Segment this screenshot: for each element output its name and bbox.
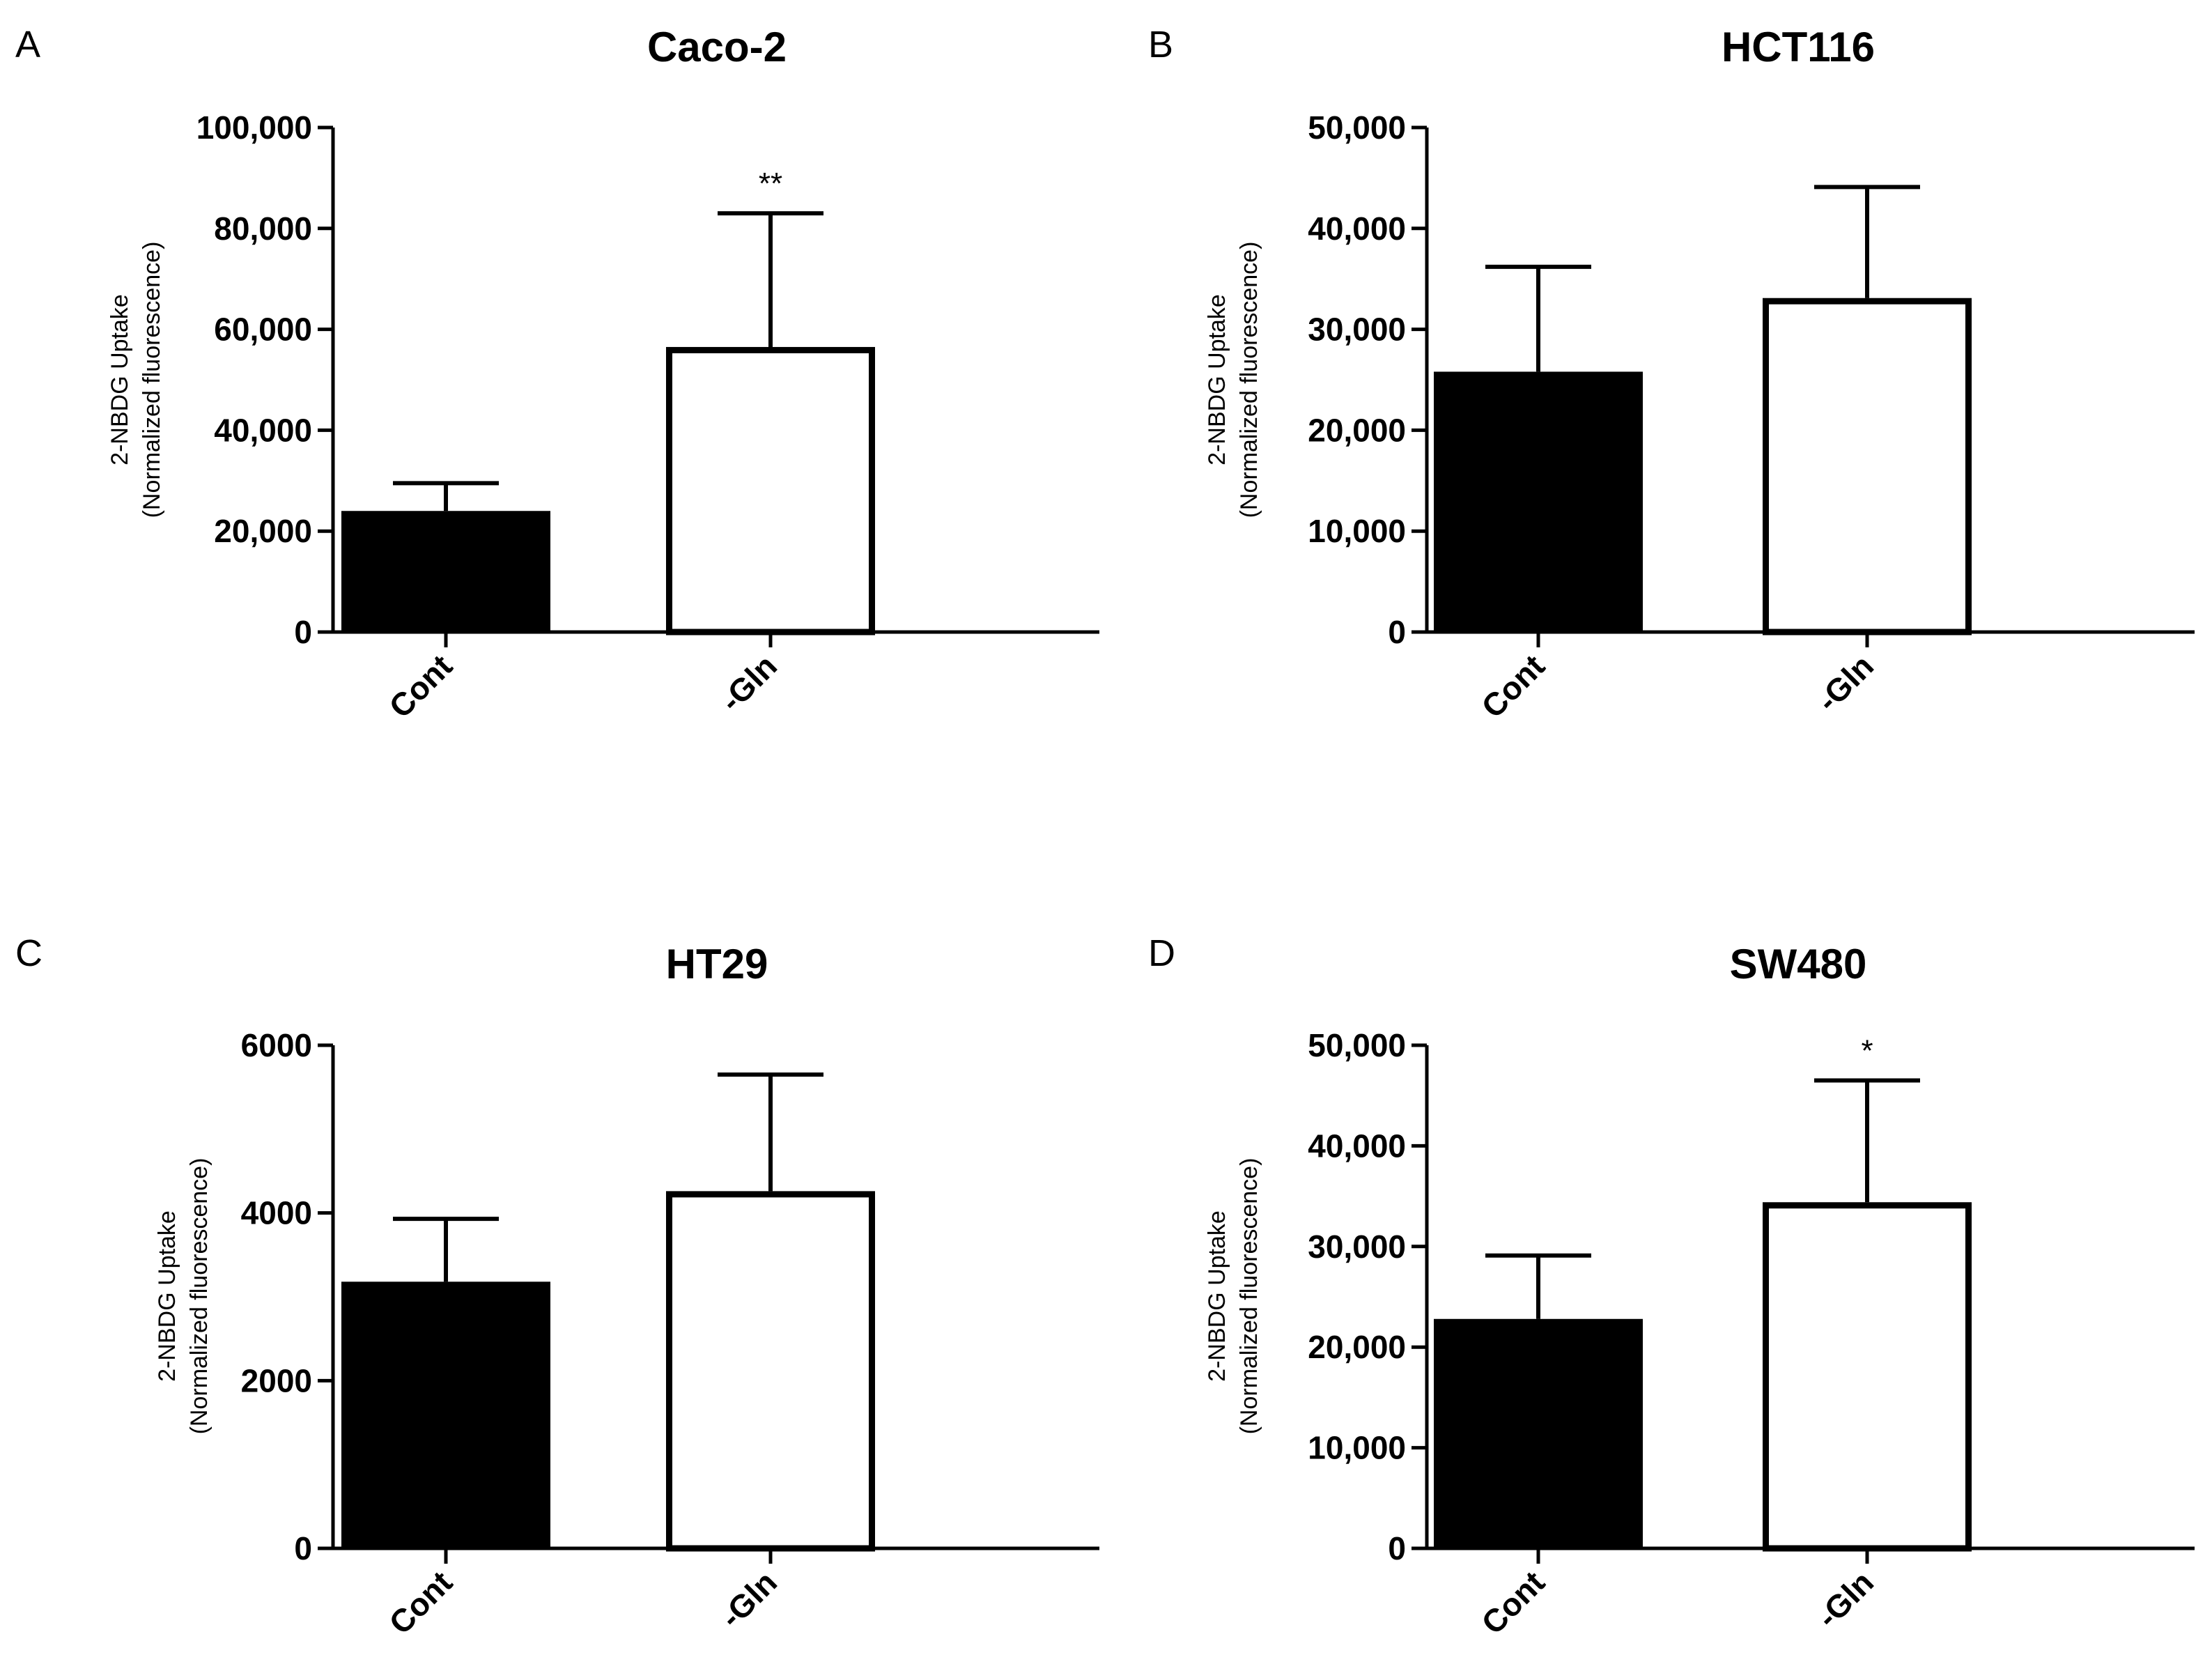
y-axis-label: 2-NBDG Uptake	[154, 1210, 180, 1382]
bar-gln	[666, 346, 875, 636]
x-tick-label: -Gln	[713, 1564, 784, 1635]
chart-title: Caco-2	[647, 24, 787, 70]
bar-gln	[1763, 1202, 1972, 1552]
chart-panel-d: D SW480 2-NBDG Uptake (Normalized fluoresce…	[1148, 932, 2195, 1641]
x-tick-label: -Gln	[1809, 1564, 1880, 1635]
bar-cont	[1434, 371, 1643, 632]
chart-title: HT29	[666, 941, 768, 987]
y-tick-label: 0	[1388, 614, 1406, 650]
y-axis-label-units: (Normalized fluorescence)	[139, 242, 165, 518]
x-tick-label: Cont	[1474, 647, 1552, 725]
y-tick-label: 100,000	[196, 109, 312, 146]
y-tick-label: 30,000	[1308, 311, 1406, 348]
y-tick-label: 0	[294, 1530, 312, 1566]
y-tick-label: 30,000	[1308, 1229, 1406, 1265]
y-tick-label: 40,000	[1308, 1127, 1406, 1164]
chart-panel-a: A Caco-2 2-NBDG Uptake (Normalized fluoresc…	[15, 24, 1099, 725]
significance-marker: *	[1861, 1034, 1873, 1068]
bar-gln	[1763, 298, 1972, 636]
y-axis-label: 2-NBDG Uptake	[107, 294, 133, 465]
significance-marker: **	[759, 167, 782, 201]
y-tick-label: 0	[1388, 1530, 1406, 1566]
x-tick-label: Cont	[382, 1564, 459, 1641]
y-axis-label: 2-NBDG Uptake	[1204, 294, 1230, 465]
y-axis-label: 2-NBDG Uptake	[1204, 1210, 1230, 1382]
y-tick-label: 40,000	[1308, 210, 1406, 247]
y-tick-label: 50,000	[1308, 109, 1406, 146]
panel-letter: B	[1148, 24, 1173, 66]
chart-title: SW480	[1730, 941, 1867, 987]
y-tick-label: 10,000	[1308, 1430, 1406, 1466]
panel-letter: A	[15, 24, 40, 66]
x-tick-label: -Gln	[713, 647, 784, 718]
y-tick-label: 50,000	[1308, 1027, 1406, 1063]
y-tick-label: 2000	[241, 1362, 312, 1399]
bar-cont	[341, 511, 550, 632]
chart-panel-b: B HCT116 2-NBDG Uptake (Normalized fluoresc…	[1148, 24, 2195, 725]
y-tick-label: 4000	[241, 1195, 312, 1231]
y-tick-label: 0	[294, 614, 312, 650]
panel-letter: C	[15, 932, 42, 974]
y-tick-label: 6000	[241, 1027, 312, 1063]
chart-panel-c: C HT29 2-NBDG Uptake (Normalized fluorescen…	[15, 932, 1099, 1641]
chart-title: HCT116	[1722, 24, 1875, 70]
x-tick-label: Cont	[382, 647, 459, 725]
y-tick-label: 10,000	[1308, 513, 1406, 549]
y-axis-label-units: (Normalized fluorescence)	[1236, 242, 1262, 518]
y-axis-label-units: (Normalized fluorescence)	[1236, 1158, 1262, 1435]
x-tick-label: -Gln	[1809, 647, 1880, 718]
y-tick-label: 20,000	[1308, 412, 1406, 448]
y-axis-label-units: (Normalized fluorescence)	[186, 1158, 212, 1435]
panel-letter: D	[1148, 932, 1175, 974]
y-tick-label: 40,000	[214, 412, 312, 448]
y-tick-label: 20,000	[214, 513, 312, 549]
bar-cont	[341, 1281, 550, 1548]
bar-gln	[666, 1191, 875, 1552]
x-tick-label: Cont	[1474, 1564, 1552, 1641]
y-tick-label: 20,000	[1308, 1329, 1406, 1365]
bar-cont	[1434, 1318, 1643, 1548]
y-tick-label: 60,000	[214, 311, 312, 348]
y-tick-label: 80,000	[214, 210, 312, 247]
